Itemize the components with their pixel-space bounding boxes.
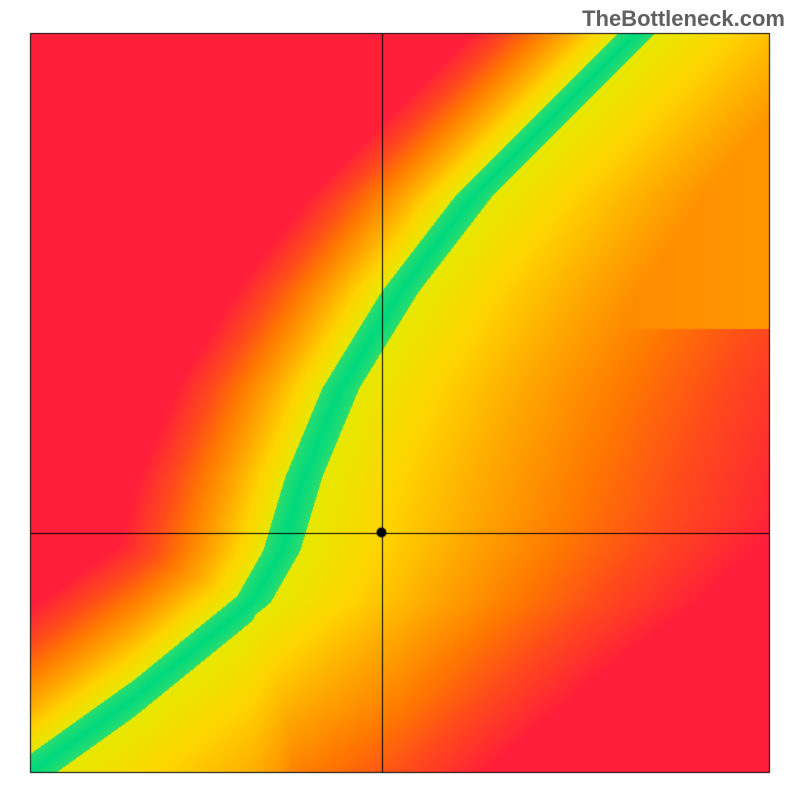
watermark-text: TheBottleneck.com xyxy=(582,6,785,32)
chart-container: TheBottleneck.com xyxy=(0,0,800,800)
bottleneck-heatmap xyxy=(0,0,800,800)
